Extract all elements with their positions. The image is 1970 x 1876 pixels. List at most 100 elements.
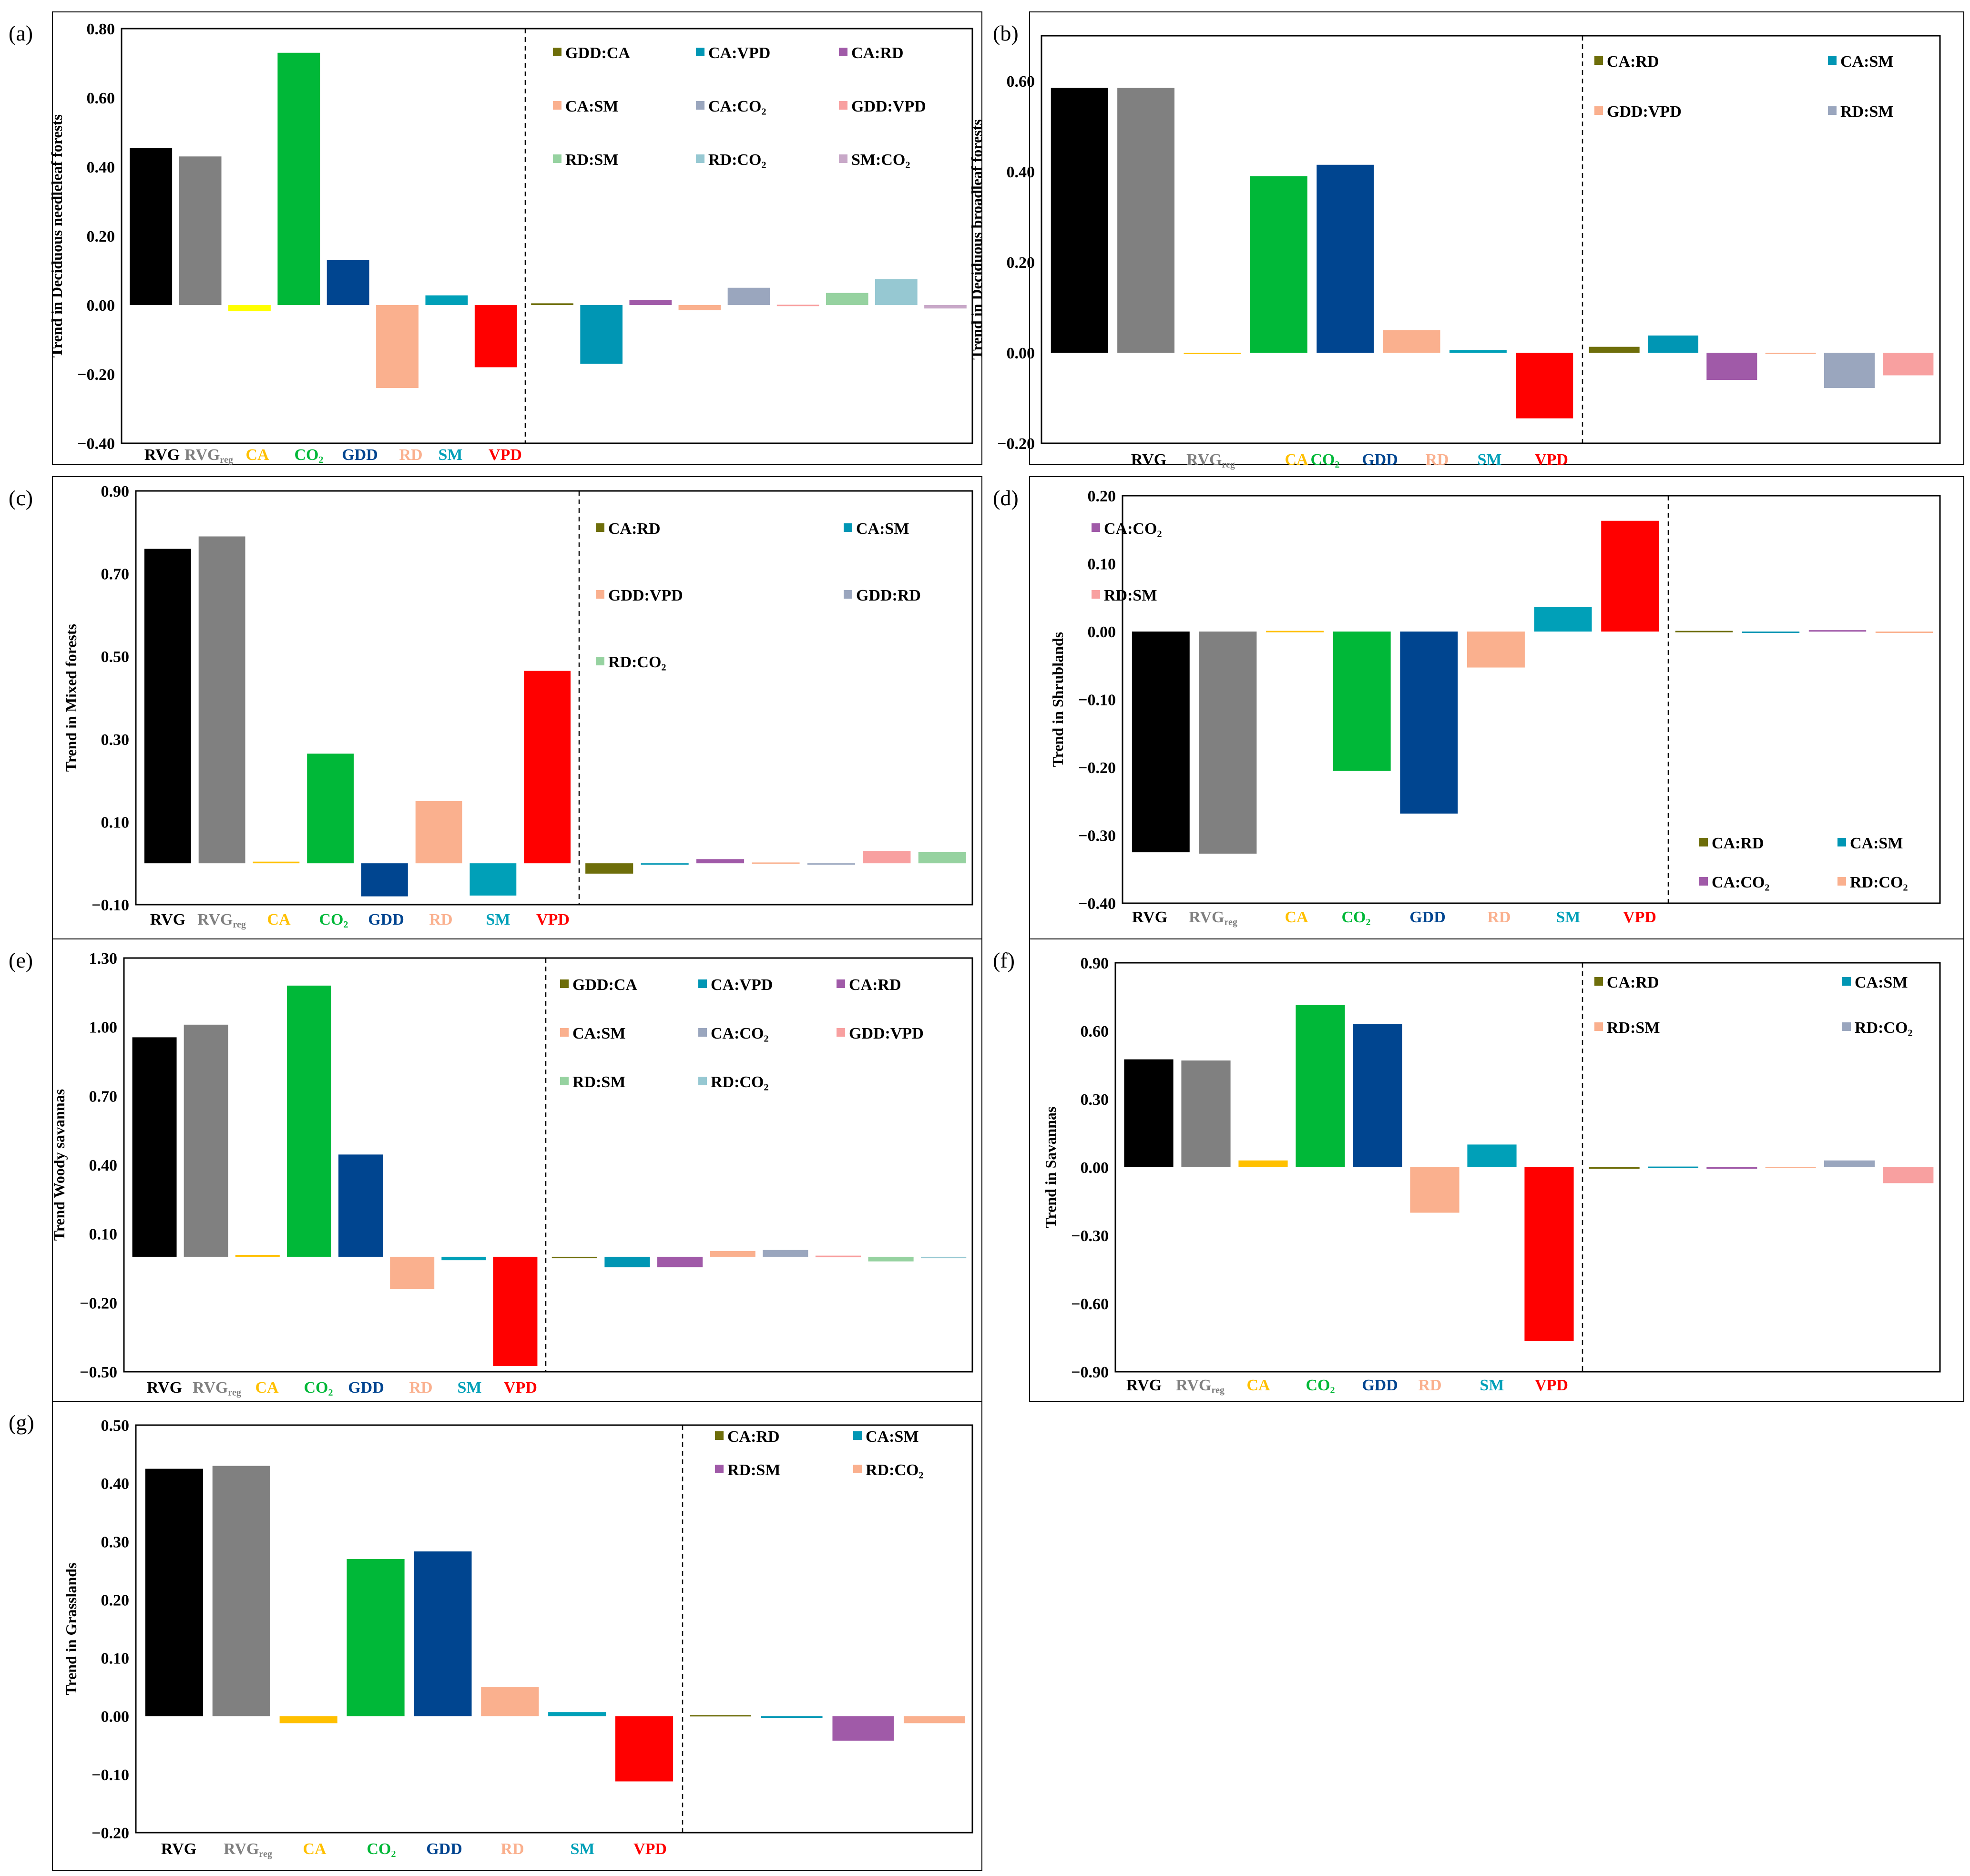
y-tick-label: 0.40: [101, 1475, 130, 1493]
y-tick-label: 0.00: [1007, 345, 1035, 362]
legend-swatch: [1828, 106, 1837, 115]
y-tick-label: 0.20: [87, 228, 115, 245]
panel-label: (g): [9, 1410, 34, 1435]
legend-label: RD:CO₂: [608, 653, 666, 671]
y-tick-label: 0.70: [89, 1088, 118, 1105]
bar-CA:RD: [1675, 631, 1733, 632]
bar-RD:CO2: [903, 1716, 965, 1723]
bar-CA:CO2: [696, 859, 745, 864]
category-label-VPD: VPD: [536, 911, 570, 928]
legend-swatch: [844, 590, 852, 599]
category-label-CA: CA: [245, 446, 269, 464]
bar-CO2: [1250, 176, 1307, 353]
legend-label: CA:CO₂: [1104, 520, 1162, 538]
category-label-RVG: RVG: [150, 911, 185, 928]
legend-label: RD:CO₂: [708, 151, 766, 169]
bar-CA: [279, 1716, 337, 1723]
legend-swatch: [698, 1077, 707, 1085]
bar-VPD: [493, 1256, 538, 1366]
legend-swatch: [696, 154, 704, 163]
panel-label: (d): [993, 486, 1019, 510]
bar-RVG: [130, 148, 173, 305]
bar-CA:SM: [641, 863, 689, 865]
bar-CA:SM: [678, 305, 721, 310]
y-tick-label: 1.30: [89, 950, 118, 968]
bar-RVGreg: [179, 156, 222, 305]
legend-swatch: [553, 101, 561, 110]
legend-label: CA:SM: [1855, 974, 1908, 991]
legend-label: CA:SM: [866, 1428, 919, 1446]
bar-VPD: [1516, 353, 1573, 418]
y-axis-label: Trend in Savannas: [1042, 1107, 1059, 1228]
y-axis-label: Trend in Deciduous broadleaf forests: [968, 119, 985, 359]
bar-GDD: [327, 260, 369, 305]
bar-RVG: [144, 549, 191, 864]
bar-VPD: [1601, 520, 1659, 632]
category-label-CA: CA: [1246, 1376, 1270, 1394]
y-tick-label: −0.20: [77, 366, 115, 384]
y-tick-label: −0.60: [1071, 1295, 1109, 1313]
bar-RVG: [132, 1037, 177, 1257]
bar-GDD: [361, 863, 408, 897]
y-tick-label: −0.10: [92, 1766, 129, 1784]
bar-CO2: [1333, 632, 1391, 771]
y-tick-label: 0.10: [101, 1650, 130, 1668]
y-tick-label: 0.90: [101, 483, 130, 500]
legend-label: CA:CO₂: [1712, 874, 1770, 891]
bar-RD:SM: [868, 1256, 914, 1262]
legend-label: GDD:VPD: [849, 1025, 924, 1042]
legend-label: CA:RD: [727, 1428, 780, 1446]
y-tick-label: 0.90: [1081, 955, 1109, 972]
category-label-RD: RD: [1425, 451, 1449, 469]
bar-RVGreg: [1199, 632, 1257, 854]
category-label-GDD: GDD: [348, 1379, 384, 1397]
y-tick-label: 0.20: [101, 1591, 130, 1609]
y-tick-label: −0.40: [77, 435, 115, 453]
legend-swatch: [853, 1465, 862, 1473]
legend-swatch: [1594, 56, 1603, 65]
y-tick-label: 0.00: [87, 297, 115, 315]
category-label-GDD: GDD: [342, 446, 378, 464]
legend-label: RD:SM: [572, 1073, 625, 1091]
bar-SM: [441, 1256, 486, 1261]
category-label-VPD: VPD: [504, 1379, 537, 1397]
y-tick-label: −0.30: [1078, 827, 1116, 845]
bar-CA:SM: [1742, 632, 1800, 633]
panel-frame: [52, 1401, 982, 1871]
bar-RD:SM: [826, 293, 868, 305]
category-label-RVG: RVG: [144, 446, 180, 464]
plot-area: [121, 28, 973, 444]
legend-label: CA:SM: [565, 98, 618, 115]
category-label-CA: CA: [1285, 451, 1308, 469]
category-label-RVG: RVG: [161, 1840, 196, 1858]
category-label-GDD: GDD: [1362, 451, 1398, 469]
bar-GDD:VPD: [1765, 353, 1816, 354]
panel-frame: [1029, 938, 1964, 1402]
legend-label: GDD:CA: [572, 976, 637, 994]
legend-swatch: [1699, 838, 1708, 846]
bar-RVG: [1051, 88, 1108, 353]
bar-CA: [253, 861, 300, 864]
legend-swatch: [698, 979, 707, 988]
bar-RD:CO2: [918, 852, 966, 864]
panel-label: (e): [9, 948, 33, 972]
bar-SM: [1467, 1144, 1517, 1167]
legend-label: RD:CO₂: [866, 1461, 924, 1479]
category-label-CO2: CO2: [319, 911, 348, 930]
legend-swatch: [837, 979, 845, 988]
bar-RVGreg: [1117, 88, 1174, 353]
bar-RD:CO2: [875, 279, 918, 305]
category-label-SM: SM: [1480, 1376, 1504, 1394]
panel-2: (c) −0.10 0.10 0.30 0.50 0.70 0.90 Trend in Mix…: [9, 476, 1162, 939]
legend-swatch: [596, 657, 604, 665]
category-label-GDD: GDD: [1409, 908, 1446, 926]
bar-SM:CO2: [924, 305, 967, 309]
panel-frame: [52, 476, 982, 939]
bar-GDD:VPD: [815, 1255, 861, 1257]
category-label-GDD: GDD: [1362, 1376, 1398, 1394]
category-label-VPD: VPD: [1535, 1376, 1568, 1394]
y-tick-label: −0.50: [80, 1364, 117, 1381]
legend-label: SM:CO₂: [851, 151, 910, 169]
bar-RD: [481, 1687, 539, 1716]
bar-CA:VPD: [604, 1256, 650, 1267]
